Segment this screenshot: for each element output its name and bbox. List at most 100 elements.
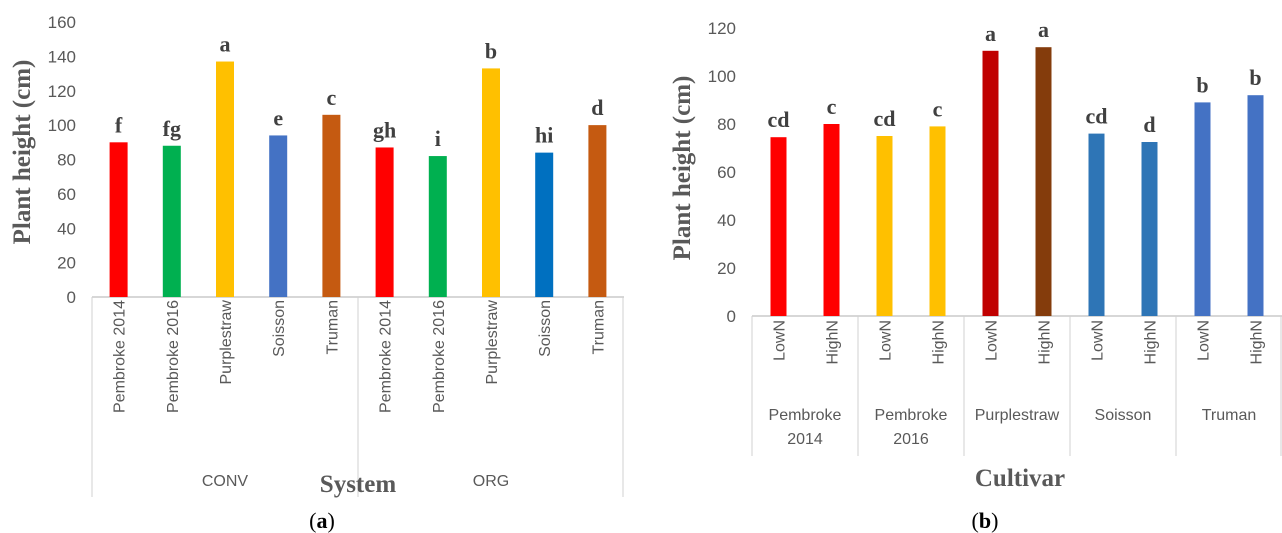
- y-tick-label: 80: [57, 151, 76, 170]
- significance-letter: cd: [1086, 104, 1108, 129]
- y-tick-label: 100: [708, 67, 736, 86]
- category-labels-a: Pembroke 2014 Pembroke 2016 Purplestraw Soi…: [112, 300, 608, 413]
- significance-letter: b: [485, 38, 497, 63]
- y-tick-label: 40: [57, 219, 76, 238]
- significance-letter: d: [1143, 112, 1155, 137]
- y-axis-ticks-a: 0 20 40 60 80 100 120 140 160: [48, 13, 76, 307]
- significance-letter: a: [220, 32, 231, 57]
- bar: [322, 114, 341, 297]
- y-tick-label: 40: [717, 211, 736, 230]
- significance-letter: hi: [535, 123, 553, 148]
- x-tick-label: LowN: [1196, 320, 1213, 361]
- bar: [588, 125, 607, 297]
- bar: [109, 142, 128, 297]
- x-tick-label: Truman: [324, 300, 341, 355]
- y-axis-title-a: Plant height (cm): [9, 60, 36, 245]
- bar: [162, 145, 181, 297]
- bar: [375, 147, 394, 297]
- x-tick-label: Soisson: [537, 300, 554, 357]
- x-tick-label: HighN: [1143, 320, 1160, 364]
- group-label: Soisson: [1095, 407, 1152, 424]
- x-tick-label: Pembroke 2016: [431, 300, 448, 413]
- significance-letter: c: [327, 85, 337, 110]
- x-tick-label: Pembroke 2014: [378, 300, 395, 413]
- x-tick-label: HighN: [1249, 320, 1266, 364]
- bar: [428, 156, 447, 297]
- x-tick-label: LowN: [984, 320, 1001, 361]
- x-tick-label: Truman: [590, 300, 607, 355]
- bar: [482, 68, 500, 297]
- significance-letter: e: [273, 105, 283, 130]
- x-tick-label: Purplestraw: [484, 300, 501, 385]
- bar: [1035, 47, 1052, 316]
- bar: [1141, 142, 1158, 316]
- bar: [929, 126, 946, 317]
- x-tick-label: Pembroke 2014: [112, 300, 129, 413]
- group-labels-b: Pembroke 2014 Pembroke 2016 Purplestraw Soiss…: [769, 407, 1257, 448]
- x-tick-label: Purplestraw: [218, 300, 235, 385]
- significance-letter: fg: [163, 116, 181, 141]
- bar: [1088, 133, 1105, 316]
- significance-letter: a: [985, 21, 996, 46]
- bars-a: [109, 61, 607, 297]
- bar: [823, 124, 840, 316]
- significance-letter: cd: [768, 107, 790, 132]
- panel-caption-a: (a): [309, 508, 335, 533]
- y-tick-label: 0: [727, 307, 736, 326]
- significance-letter: i: [435, 126, 441, 151]
- group-labels-a: CONV ORG: [202, 473, 509, 490]
- y-tick-label: 160: [48, 13, 76, 32]
- x-axis-title-a: System: [320, 471, 397, 498]
- y-axis-ticks-b: 0 20 40 60 80 100 120: [708, 19, 736, 326]
- significance-letter: d: [591, 95, 603, 120]
- group-label: Truman: [1202, 407, 1257, 424]
- group-label: ORG: [473, 473, 509, 490]
- bar: [269, 135, 288, 297]
- panel-caption-b: (b): [972, 508, 999, 533]
- x-tick-label: HighN: [1037, 320, 1054, 364]
- y-tick-label: 0: [67, 288, 76, 307]
- y-tick-label: 120: [48, 82, 76, 101]
- y-tick-label: 60: [57, 185, 76, 204]
- y-tick-label: 100: [48, 116, 76, 135]
- significance-letter: b: [1196, 72, 1208, 97]
- bar: [216, 61, 234, 297]
- group-label: Pembroke 2014: [769, 407, 842, 448]
- bar: [535, 152, 554, 297]
- bar: [876, 136, 893, 316]
- significance-letter: b: [1249, 65, 1261, 90]
- y-tick-label: 20: [57, 254, 76, 273]
- significance-letters-b: cd c cd c a a cd d b b: [768, 17, 1262, 137]
- y-tick-label: 80: [717, 115, 736, 134]
- significance-letters-a: f fg a e c gh i b hi d: [115, 32, 604, 152]
- significance-letter: gh: [373, 117, 396, 142]
- bar: [1247, 95, 1264, 316]
- significance-letter: c: [933, 96, 943, 121]
- significance-letter: f: [115, 112, 123, 137]
- category-labels-b: LowN HighN LowN HighN LowN HighN LowN HighN LowN…: [772, 320, 1266, 364]
- panel-letter-b: b: [979, 508, 991, 533]
- x-tick-label: Soisson: [271, 300, 288, 357]
- x-axis-title-b: Cultivar: [975, 465, 1065, 492]
- group-label: CONV: [202, 473, 249, 490]
- y-tick-label: 140: [48, 47, 76, 66]
- axes-b: [751, 315, 1282, 456]
- bar: [982, 50, 999, 317]
- significance-letter: c: [827, 94, 837, 119]
- panel-letter-a: a: [317, 508, 328, 533]
- y-tick-label: 120: [708, 19, 736, 38]
- x-tick-label: Pembroke 2016: [165, 300, 182, 413]
- group-label: Pembroke 2016: [875, 407, 948, 448]
- y-axis-title-b: Plant height (cm): [669, 76, 696, 261]
- x-tick-label: HighN: [931, 320, 948, 364]
- bar: [1194, 102, 1211, 317]
- x-tick-label: LowN: [1090, 320, 1107, 361]
- group-label: Purplestraw: [975, 407, 1060, 424]
- y-tick-label: 20: [717, 259, 736, 278]
- significance-letter: cd: [874, 106, 896, 131]
- y-tick-label: 60: [717, 163, 736, 182]
- bars-b: [770, 47, 1264, 317]
